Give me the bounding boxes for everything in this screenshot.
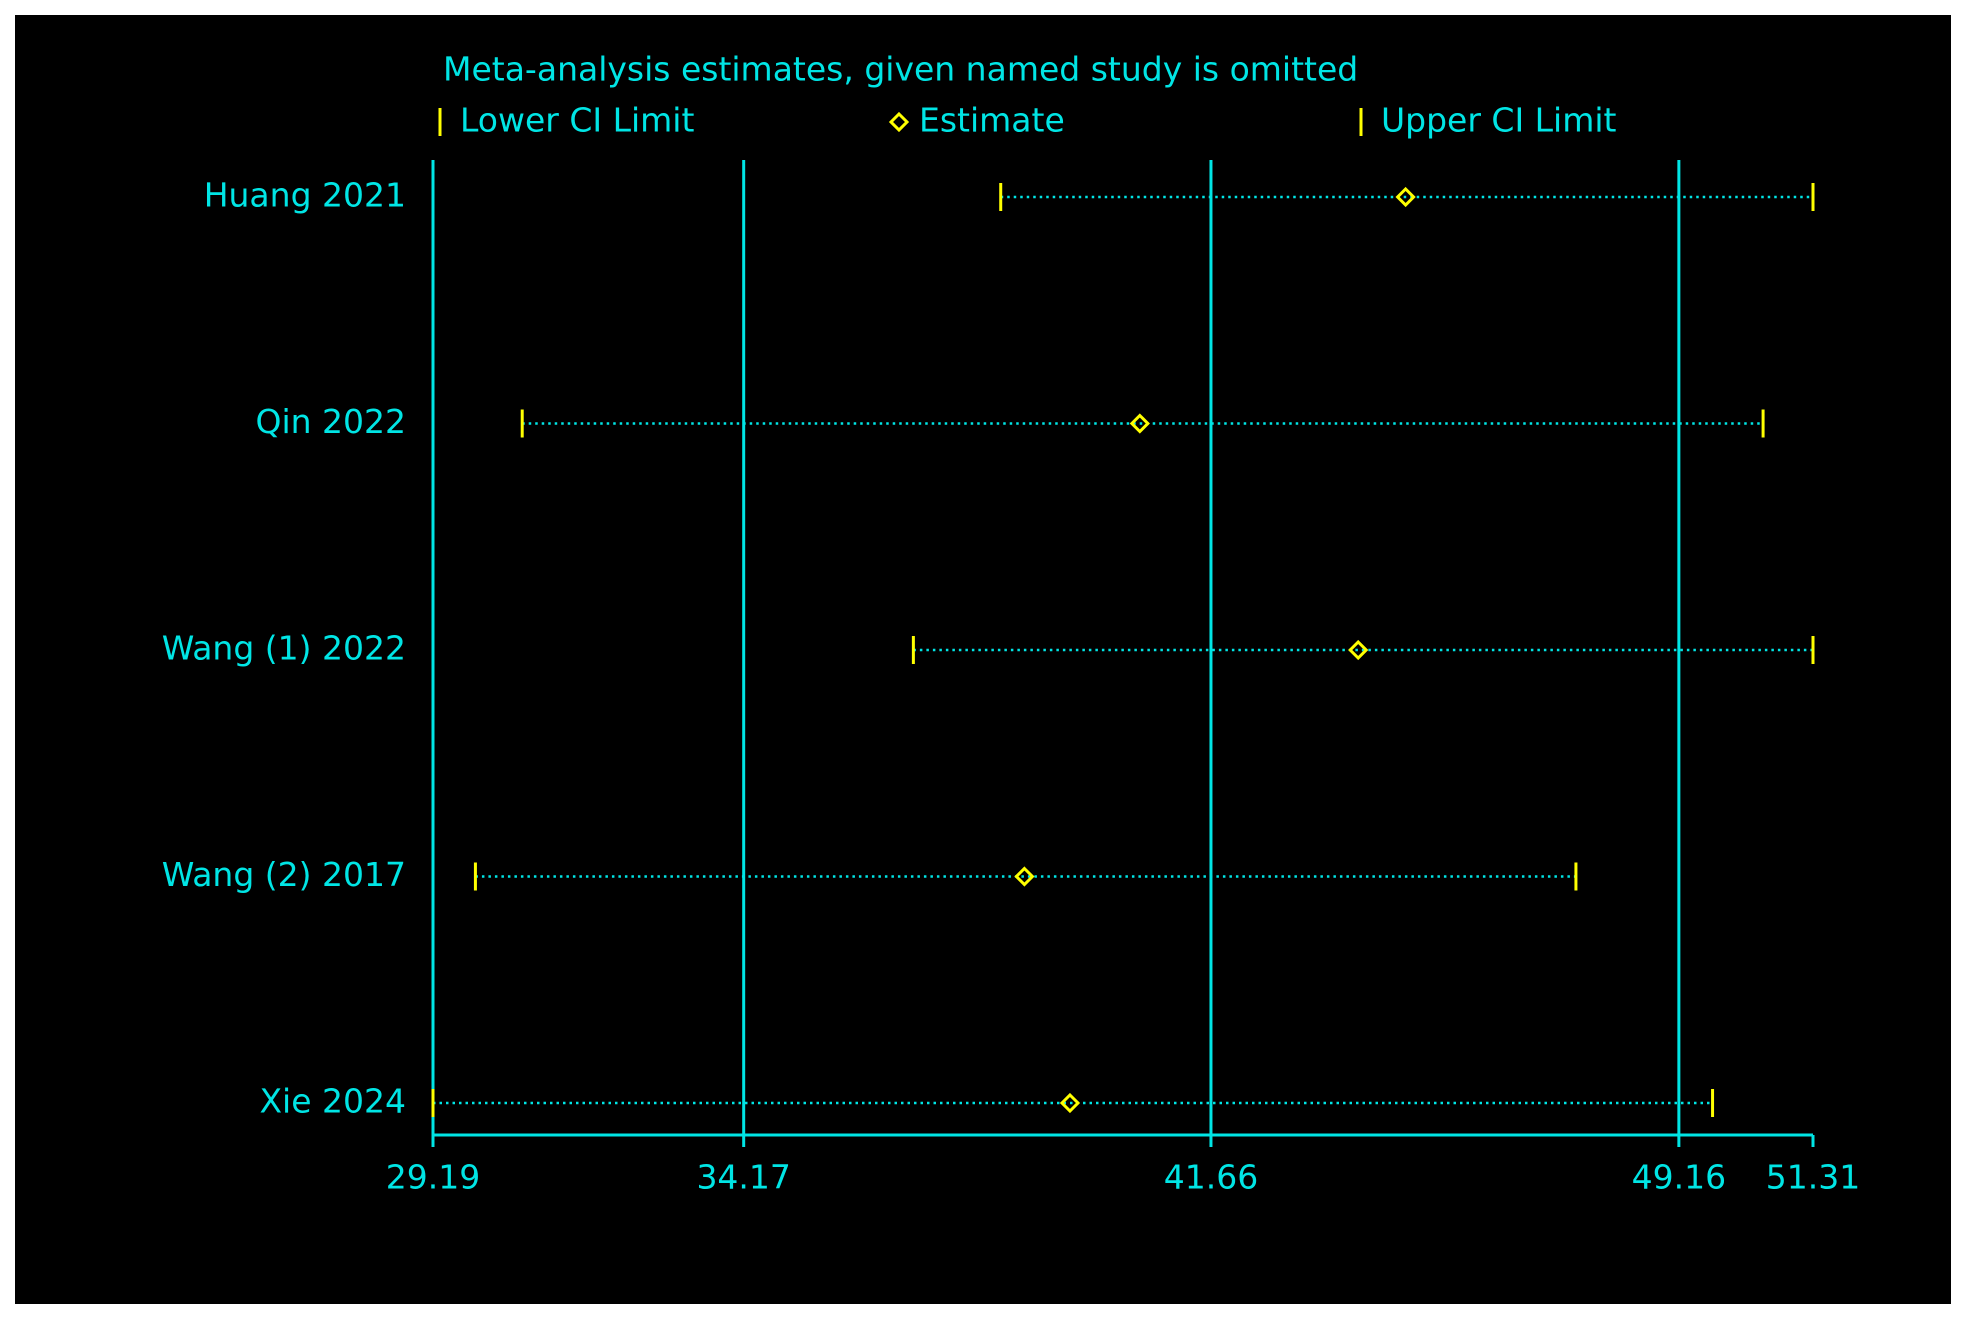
estimate	[1395, 186, 1416, 208]
y-tick-label: Huang 2021	[204, 176, 406, 215]
estimate	[1059, 1092, 1081, 1114]
estimate	[1014, 866, 1035, 887]
estimate	[1348, 639, 1369, 661]
chart-title: Meta-analysis estimates, given named stu…	[443, 50, 1358, 89]
legend-label: Lower CI Limit	[460, 101, 694, 140]
x-tick-label: 49.16	[1632, 1158, 1726, 1197]
x-tick-label: 34.17	[696, 1158, 790, 1197]
x-tick-label: 41.66	[1164, 1158, 1258, 1197]
y-tick-label: Wang (1) 2022	[162, 629, 406, 668]
x-tick-label: 29.19	[386, 1158, 480, 1197]
y-tick-label: Xie 2024	[259, 1082, 406, 1121]
y-tick-label: Wang (2) 2017	[162, 855, 406, 894]
x-tick-label: 51.31	[1766, 1158, 1860, 1197]
estimate	[1129, 413, 1150, 434]
legend-label: Upper CI Limit	[1381, 101, 1617, 140]
y-tick-label: Qin 2022	[255, 402, 406, 441]
legend-label: Estimate	[919, 101, 1065, 140]
plot-background	[15, 15, 1951, 1304]
legend-marker	[888, 111, 910, 133]
